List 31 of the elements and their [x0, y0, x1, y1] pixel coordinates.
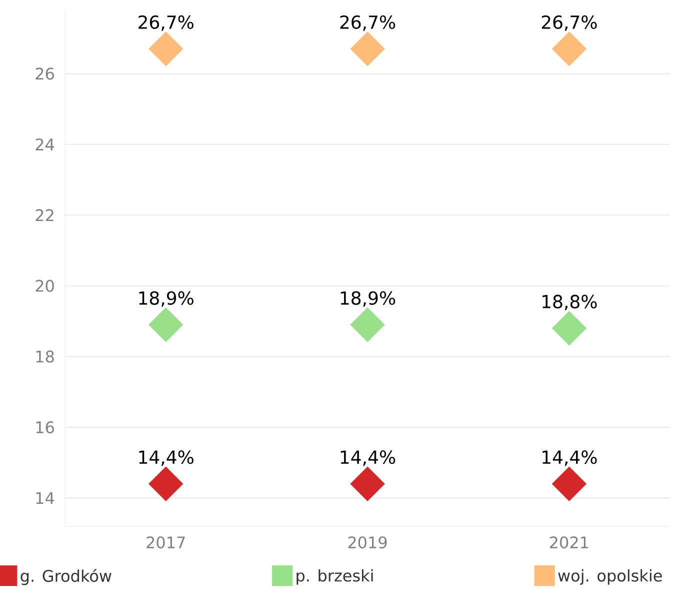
y-tick-label: 24 [36, 138, 54, 150]
data-label: 18,9% [139, 291, 194, 307]
y-tick-label: 16 [36, 421, 54, 434]
data-label: 14,4% [139, 450, 194, 466]
point [148, 32, 184, 66]
data-label: 26,7% [138, 15, 194, 31]
y-tick-label: 26 [36, 68, 54, 80]
point [350, 466, 385, 502]
point [552, 32, 586, 66]
data-label: 14,4% [542, 450, 597, 466]
point [552, 311, 586, 346]
x-tick-label: 2017 [146, 536, 185, 548]
data-label: 18,8% [542, 294, 597, 310]
legend-label: woj. opolskie [558, 569, 662, 585]
y-tick-label: 22 [36, 209, 54, 222]
x-tick-label: 2019 [348, 536, 387, 548]
data-label: 18,9% [340, 291, 396, 307]
data-label: 14,4% [340, 450, 396, 466]
point [350, 32, 385, 66]
point [350, 308, 385, 342]
y-tick-label: 20 [36, 280, 54, 292]
point [552, 466, 586, 502]
x-tick-label: 2021 [550, 536, 588, 548]
y-tick-label: 14 [36, 492, 54, 504]
legend-label: g. Grodków [20, 568, 112, 586]
data-label: 26,7% [340, 15, 396, 31]
legend-label: p. brzeski [296, 569, 373, 585]
data-label: 26,7% [542, 15, 597, 31]
point [148, 308, 184, 342]
point [148, 466, 184, 502]
y-tick-label: 18 [36, 350, 54, 363]
